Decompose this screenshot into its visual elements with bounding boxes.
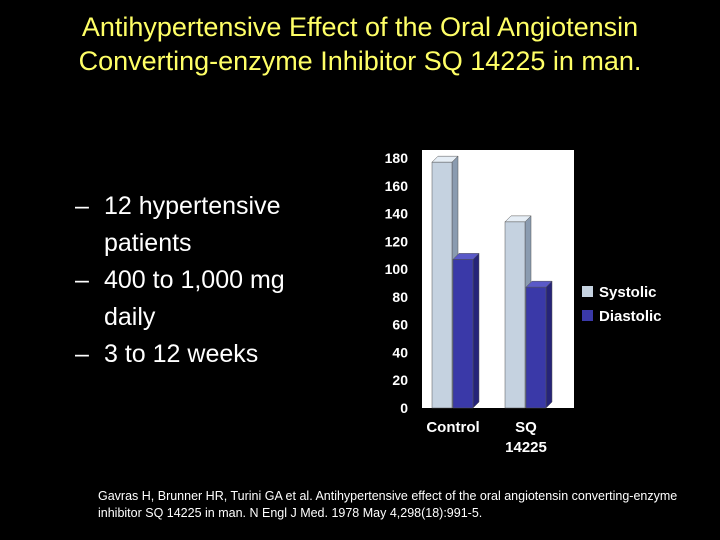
legend-swatch: [582, 310, 593, 321]
x-category-label: SQ 14225: [505, 419, 547, 456]
diastolic-bar-control-side: [472, 252, 480, 409]
bullet-item: 3 to 12 weeks: [75, 336, 342, 373]
y-tick-label: 60: [392, 317, 408, 333]
bullet-item: 12 hypertensive patients: [75, 188, 342, 262]
x-axis-labels: Control SQ 14225: [426, 419, 547, 456]
systolic-bar-sq-14225: [504, 221, 526, 409]
bars-group: [431, 155, 553, 409]
bullet-text: 12 hypertensive patients: [104, 192, 281, 257]
y-tick-label: 100: [385, 261, 409, 277]
legend-label: Diastolic: [599, 308, 662, 325]
bullet-text: 400 to 1,000 mg daily: [104, 266, 285, 331]
citation: Gavras H, Brunner HR, Turini GA et al. A…: [98, 489, 678, 520]
y-axis-ticks: 0 20 40 60 80 100 120 140 160 180: [385, 150, 409, 416]
y-tick-label: 20: [392, 372, 408, 388]
slide-title: Antihypertensive Effect of the Oral Angi…: [78, 12, 642, 76]
bullet-list: 12 hypertensive patients 400 to 1,000 mg…: [75, 188, 342, 373]
legend-swatch: [582, 286, 593, 297]
y-tick-label: 40: [392, 344, 408, 360]
y-tick-label: 180: [385, 150, 409, 166]
bullet-text: 3 to 12 weeks: [104, 340, 259, 368]
y-tick-label: 160: [385, 178, 409, 194]
y-tick-label: 80: [392, 289, 408, 305]
diastolic-bar-control: [452, 259, 474, 409]
x-category-label: Control: [426, 419, 479, 436]
bullet-item: 400 to 1,000 mg daily: [75, 262, 342, 336]
y-tick-label: 140: [385, 206, 409, 222]
systolic-bar-control: [431, 161, 453, 409]
diastolic-bar-sq-14225: [525, 286, 547, 409]
legend-label: Systolic: [599, 284, 657, 301]
legend: Systolic Diastolic: [582, 284, 662, 325]
y-tick-label: 120: [385, 233, 409, 249]
y-tick-label: 0: [400, 400, 408, 416]
diastolic-bar-sq-14225-side: [545, 280, 553, 409]
